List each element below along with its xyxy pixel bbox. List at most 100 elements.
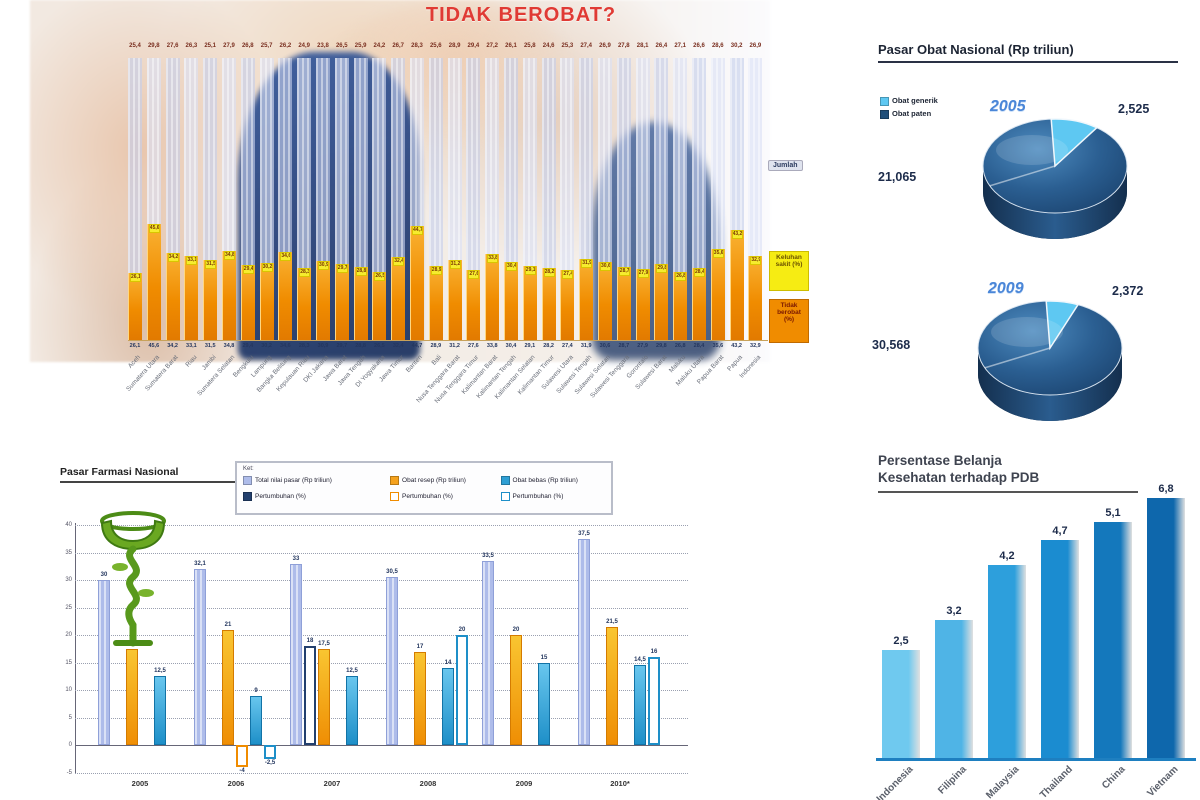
tidak-berobat-bar: 30,6 — [598, 262, 612, 340]
pharma-y-tick: -5 — [66, 769, 72, 776]
pharma-bar-value: -4 — [239, 768, 245, 774]
gdp-bar-value: 4,2 — [999, 550, 1015, 562]
keluhan-sakit-value: 25,6 — [429, 43, 442, 49]
bar-value-chip: 27,9 — [637, 269, 649, 278]
gdp-country-label: Thailand — [1037, 764, 1075, 800]
tidak-berobat-bar: 26,8 — [673, 272, 688, 340]
pharma-bar-value: 20 — [512, 627, 520, 633]
province-column-bg — [560, 58, 575, 340]
pharma-bar — [414, 651, 426, 745]
pasar-obat-legend: Obat generik Obat paten — [880, 94, 938, 120]
pharma-bar-value: 33,5 — [482, 552, 494, 559]
gdp-bar — [988, 565, 1026, 758]
bar-value-chip: 28,8 — [355, 267, 367, 276]
pharma-year-label: 2009 — [515, 779, 533, 788]
belanja-title-line1: Persentase Belanja — [878, 453, 1002, 468]
pharmacy-symbol-icon — [92, 505, 174, 655]
keluhan-sakit-value: 25,7 — [260, 43, 273, 49]
pasar-obat-title: Pasar Obat Nasional (Rp triliun) — [878, 42, 1178, 63]
bar-value-chip: 30,4 — [506, 262, 517, 271]
main-title: TIDAK BEROBAT? — [425, 4, 617, 26]
legend-total-pasar: Total nilai pasar (Rp triliun) — [243, 472, 384, 488]
keluhan-sakit-value: 25,8 — [523, 43, 536, 49]
tidak-berobat-bar: 27,4 — [560, 270, 575, 340]
pharma-bar — [456, 635, 468, 745]
pharma-bar — [510, 635, 522, 745]
keluhan-sakit-value: 28,1 — [636, 43, 649, 49]
legend-pertumbuhan-resep-label: Pertumbuhan (%) — [402, 492, 453, 500]
keluhan-sakit-value: 25,3 — [561, 43, 574, 49]
gdp-bar — [1094, 522, 1132, 758]
pharma-bar-value: 33 — [292, 555, 300, 562]
pharma-gridline — [75, 607, 688, 609]
bar-value-chip: 30,6 — [600, 262, 611, 271]
keluhan-sakit-value: 26,9 — [599, 43, 611, 49]
pertumbuhan-total-swatch — [243, 491, 252, 501]
tidak-berobat-bar: 34,2 — [165, 253, 180, 340]
tidak-berobat-value: 29,4 — [242, 343, 254, 349]
gdp-bar-value: 2,5 — [893, 635, 909, 647]
pie-2005-paten-value: 21,065 — [878, 170, 917, 184]
tidak-berobat-bar: 26,5 — [372, 272, 387, 340]
tidak-berobat-bar: 30,2 — [259, 263, 274, 340]
bar-value-chip: 35,6 — [712, 249, 724, 258]
legend-obat-generik-label: Obat generik — [892, 96, 938, 105]
legend-pertumbuhan-total-label: Pertumbuhan (%) — [255, 492, 306, 500]
tidak-berobat-bar: 34,6 — [278, 252, 293, 340]
bar-value-chip: 32,4 — [393, 257, 405, 266]
bar-value-chip: 31,9 — [581, 259, 593, 268]
pharma-year-label: 2007 — [323, 779, 341, 788]
keluhan-sakit-value: 26,6 — [693, 43, 705, 49]
pharma-gridline — [75, 690, 688, 691]
keluhan-sakit-value: 28,6 — [711, 43, 724, 49]
tidak-berobat-value: 31,5 — [204, 343, 216, 349]
pharma-bar-value: 12,5 — [346, 668, 358, 675]
bar-value-chip: 29,4 — [242, 265, 254, 274]
keluhan-sakit-value: 26,4 — [655, 43, 668, 49]
keluhan-sakit-value: 26,1 — [505, 43, 517, 49]
bar-value-chip: 28,9 — [430, 266, 442, 275]
tidak-berobat-bar: 30,4 — [504, 262, 518, 340]
pharma-year-label: 2008 — [419, 779, 437, 788]
tidak-berobat-value: 44,7 — [411, 343, 423, 349]
province-column-bg — [673, 58, 688, 340]
pharma-bar-value: 37,5 — [578, 530, 590, 537]
keluhan-sakit-value: 24,9 — [298, 43, 311, 49]
pie-2009-paten-value: 30,568 — [872, 338, 911, 352]
tidak-berobat-value: 28,4 — [693, 343, 705, 349]
pharma-bar — [606, 626, 618, 746]
bar-value-chip: 34,6 — [280, 252, 292, 261]
tidak-berobat-bar: 29,8 — [654, 264, 669, 340]
keluhan-sakit-value: 24,6 — [542, 43, 555, 49]
tidak-berobat-value: 29,8 — [656, 343, 667, 349]
legend-obat-resep: Obat resep (Rp triliun) — [390, 472, 494, 488]
pharma-y-tick: 25 — [65, 604, 72, 611]
pharma-year-label: 2005 — [131, 779, 149, 788]
tidak-berobat-value: 43,2 — [731, 343, 742, 349]
tidak-berobat-value: 30,2 — [261, 343, 272, 349]
keluhan-sakit-value: 28,9 — [448, 43, 461, 49]
generik-swatch — [880, 96, 889, 106]
tidak-berobat-bar: 30,9 — [316, 261, 330, 340]
pharma-bar-value: 20 — [458, 627, 466, 633]
tidak-berobat-bar: 35,6 — [710, 249, 725, 340]
tidak-berobat-value: 29,1 — [524, 343, 536, 349]
keluhan-sakit-value: 26,3 — [185, 43, 198, 49]
pharma-y-tick: 0 — [68, 742, 72, 748]
tidak-berobat-value: 28,9 — [430, 343, 442, 349]
tidak-berobat-value: 45,6 — [148, 343, 160, 349]
pharma-bar-value: -2,5 — [264, 759, 276, 766]
tidak-berobat-value: 30,6 — [599, 343, 611, 349]
bar-value-chip: 34,2 — [167, 253, 179, 262]
main-chart-baseline — [128, 340, 768, 341]
legend-obat-bebas-label: Obat bebas (Rp triliun) — [512, 476, 578, 484]
pharma-year-label: 2010* — [610, 779, 630, 788]
bar-value-chip: 28,2 — [543, 268, 555, 277]
legend-tidak-berobat-chip: Tidak berobat (%) — [769, 299, 809, 343]
pharma-bar-value: 21 — [224, 621, 232, 628]
bar-value-chip: 28,7 — [618, 267, 630, 276]
tidak-berobat-bar: 33,8 — [485, 254, 500, 340]
pharma-bar — [304, 646, 316, 745]
pharma-bar-value: 16 — [650, 649, 658, 655]
keluhan-sakit-value: 27,2 — [486, 43, 499, 49]
